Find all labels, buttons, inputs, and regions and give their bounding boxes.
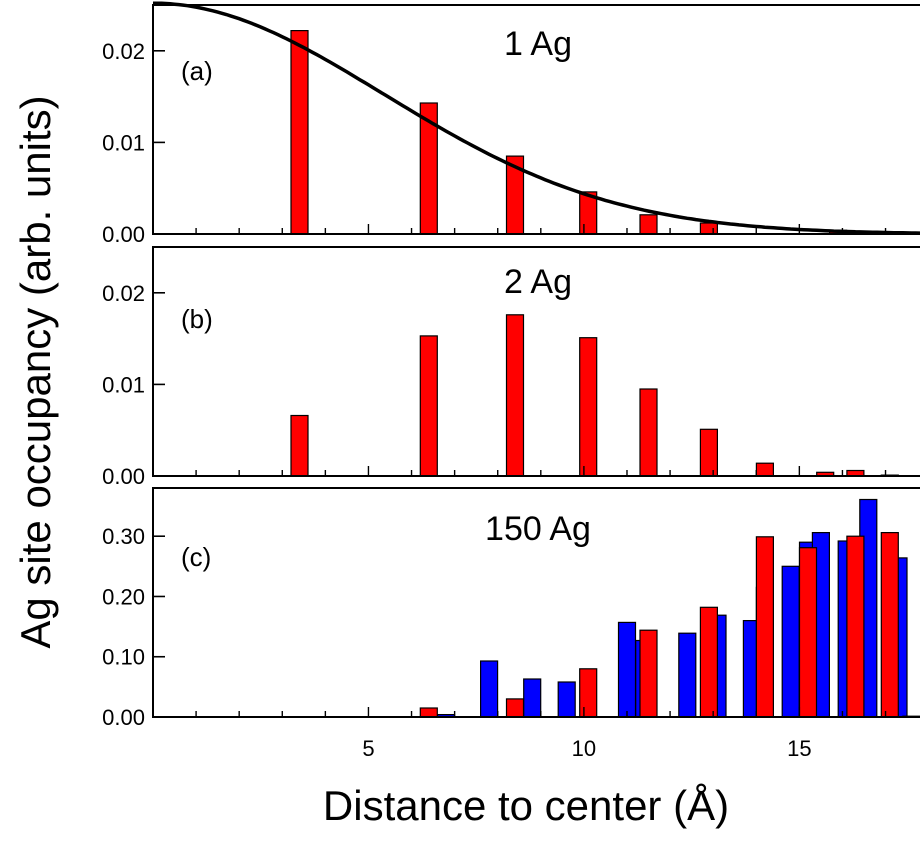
- y-tick-label: 0.00: [102, 705, 145, 730]
- y-tick-label: 0.02: [102, 281, 145, 306]
- y-tick-label: 0.10: [102, 645, 145, 670]
- bar-red-0: [419, 707, 438, 718]
- x-tick-label: 5: [362, 736, 374, 761]
- y-tick-label: 0.20: [102, 584, 145, 609]
- x-axis: 5 10 15: [362, 736, 811, 761]
- bar-blue-10: [781, 565, 800, 718]
- bar-red-8: [880, 531, 899, 718]
- bar-red-2: [579, 668, 598, 718]
- panel-a: 0.00 0.01 0.02 1 Ag (a): [102, 1, 920, 247]
- y-axis-title: Ag site occupancy (arb. units): [12, 95, 59, 648]
- bar-red-1: [505, 698, 525, 718]
- panel-b: 0.00 0.01 0.02 2 Ag (b): [102, 246, 920, 489]
- panel-title: 150 Ag: [485, 510, 591, 548]
- x-tick-label: 10: [572, 736, 596, 761]
- panel-title: 1 Ag: [504, 25, 572, 63]
- bar-blue-4: [617, 621, 637, 718]
- panel-tag: (c): [181, 542, 211, 572]
- panel-c: 0.00 0.10 0.20 0.30 150 Ag (c): [102, 487, 920, 730]
- bar-red-7: [846, 535, 865, 718]
- bar-red-2: [505, 314, 525, 477]
- bar-red-5: [699, 222, 719, 235]
- bar-red-0: [290, 30, 309, 235]
- panel-title: 2 Ag: [504, 263, 572, 301]
- x-tick-label: 15: [787, 736, 811, 761]
- x-axis-title: Distance to center (Å): [323, 782, 729, 829]
- y-tick-label: 0.01: [102, 130, 145, 155]
- bar-blue-3: [557, 681, 576, 718]
- y-tick-label: 0.30: [102, 524, 145, 549]
- bar-red-4: [639, 214, 658, 235]
- bar-red-4: [639, 388, 658, 477]
- bar-red-0: [290, 414, 309, 477]
- bar-blue-6: [678, 632, 697, 718]
- panel-frame: [152, 487, 920, 718]
- chart-panels: 0.000.010.02 1 Ag(a)0.000.010.02 2 Ag(b)0.…: [102, 1, 920, 730]
- bar-red-5: [699, 428, 719, 477]
- bar-blue-2: [523, 678, 542, 718]
- bar-red-3: [639, 629, 658, 718]
- bar-red-5: [755, 536, 775, 718]
- fit-curve: [153, 1, 920, 235]
- bar-red-4: [699, 606, 719, 718]
- bar-blue-1: [480, 660, 499, 718]
- panel-tag: (b): [181, 304, 213, 334]
- panel-frame: [152, 246, 920, 477]
- bar-red-6: [798, 547, 818, 718]
- bar-red-1: [419, 335, 438, 477]
- bar-red-6: [755, 462, 775, 477]
- y-tick-label: 0.00: [102, 222, 145, 247]
- panel-frame: [152, 4, 920, 235]
- y-tick-label: 0.01: [102, 372, 145, 397]
- bar-red-3: [579, 337, 598, 477]
- y-tick-label: 0.00: [102, 464, 145, 489]
- y-tick-label: 0.02: [102, 39, 145, 64]
- panel-tag: (a): [181, 56, 213, 86]
